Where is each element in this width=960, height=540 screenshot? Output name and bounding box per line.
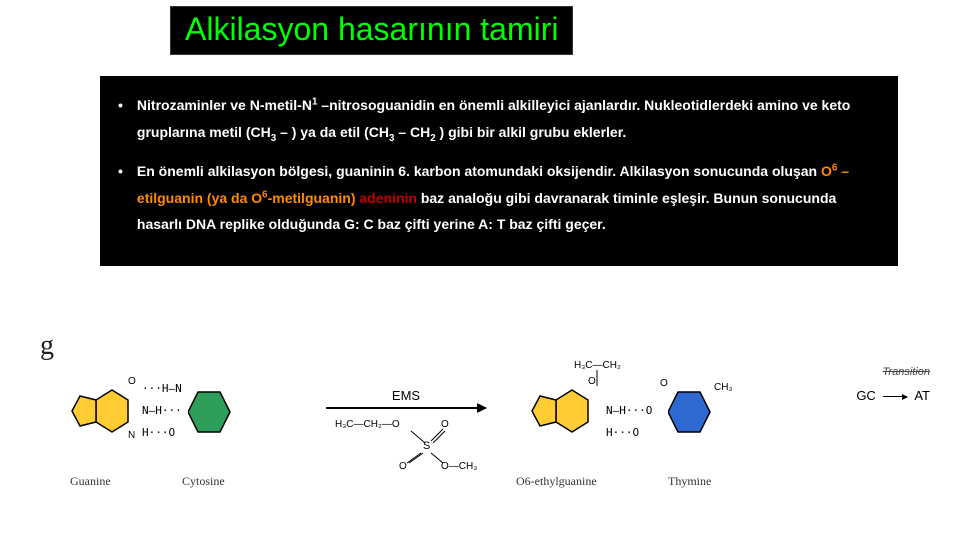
atom-o: O [128, 376, 136, 387]
o6ethylguanine-icon [526, 386, 596, 436]
hbond-icon: ···H—N [142, 382, 182, 395]
svg-text:O: O [399, 461, 407, 471]
svg-text:H₃C—CH₂—O: H₃C—CH₂—O [335, 419, 400, 430]
reaction-diagram: O N ···H—N N—H··· H···O Guanine Cytosine… [60, 368, 920, 528]
slide-title: Alkilasyon hasarının tamiri [170, 6, 573, 55]
bullet-dot: • [118, 92, 123, 148]
bullet-dot: • [118, 158, 123, 238]
bullet-2-text: En önemli alkilasyon bölgesi, guaninin 6… [137, 158, 884, 238]
atom-o: O [660, 378, 668, 389]
gc-label: GC [856, 388, 876, 403]
svg-text:S: S [423, 440, 430, 452]
hbond-icon: N—H···O [606, 404, 652, 417]
label-guanine: Guanine [70, 474, 111, 489]
bullet-1: • Nitrozaminler ve N-metil-N1 –nitrosogu… [114, 92, 884, 148]
atom-o: O [588, 376, 596, 387]
arrow-icon [326, 407, 486, 409]
transition-word: Transition [883, 366, 930, 378]
stray-letter: g [40, 330, 54, 362]
transition-annotation: Transition GC AT [856, 388, 930, 403]
hbond-icon: H···O [606, 426, 639, 439]
small-arrow-icon [883, 396, 907, 397]
bullet-1-text: Nitrozaminler ve N-metil-N1 –nitrosoguan… [137, 92, 884, 148]
thymine-icon [668, 388, 712, 436]
base-pair-gc: O N ···H—N N—H··· H···O Guanine Cytosine [60, 368, 240, 488]
at-label: AT [914, 388, 930, 403]
base-pair-o6eg-t: H₃C—CH₂ O N—H···O H···O CH₃ O O6-ethylgu… [520, 368, 750, 488]
hbond-icon: H···O [142, 426, 175, 439]
guanine-icon [66, 386, 136, 436]
cytosine-icon [188, 388, 232, 436]
ems-structure: H₃C—CH₂—O O S O O—CH₃ [316, 417, 496, 475]
ems-label: EMS [316, 388, 496, 403]
svg-text:O—CH₃: O—CH₃ [441, 461, 477, 471]
bullet-2: • En önemli alkilasyon bölgesi, guaninin… [114, 158, 884, 238]
body-text-block: • Nitrozaminler ve N-metil-N1 –nitrosogu… [100, 76, 898, 266]
hbond-icon: N—H··· [142, 404, 182, 417]
atom-ch3: CH₃ [714, 382, 733, 393]
reaction-arrow: EMS H₃C—CH₂—O O S O O—CH₃ [316, 388, 496, 488]
label-o6eg: O6-ethylguanine [516, 474, 597, 489]
atom-n: N [128, 430, 135, 441]
label-thymine: Thymine [668, 474, 711, 489]
svg-text:O: O [441, 419, 449, 430]
label-cytosine: Cytosine [182, 474, 225, 489]
